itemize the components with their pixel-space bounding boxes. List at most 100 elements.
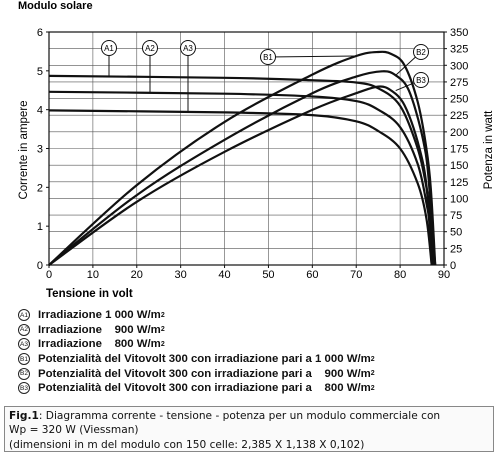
legend-exp: 2 (370, 370, 375, 378)
marker-label: A3 (183, 44, 193, 53)
legend-exp: 2 (370, 355, 375, 363)
y-right-tick-label: 250 (450, 94, 468, 106)
marker-b2: B2 (18, 367, 30, 380)
legend-row-b3: B3 Potenzialità del Vitovolt 300 con irr… (18, 381, 488, 396)
y-right-tick-label: 125 (450, 177, 468, 189)
legend-label: Irradiazione (38, 323, 102, 336)
x-tick-label: 20 (131, 269, 143, 281)
marker-a1: A1 (101, 40, 117, 77)
caption-text: : Diagramma corrente - tensione - potenz… (38, 410, 441, 422)
y-right-tick-label: 0 (450, 260, 456, 272)
marker-label: B2 (416, 48, 426, 57)
y-right-tick-label: 100 (450, 193, 468, 205)
leader-line (267, 55, 357, 58)
y-right-tick-label: 150 (450, 160, 468, 172)
x-tick-label: 60 (306, 269, 318, 281)
marker-circle (413, 44, 429, 60)
y-right-tick-label: 350 (450, 27, 468, 39)
legend-exp: 2 (160, 340, 165, 348)
iv-pv-chart: Modulo solare 0 10 20 30 40 50 60 70 80 900123456… (18, 0, 495, 300)
x-tick-label: 70 (350, 269, 362, 281)
y-left-tick-label: 1 (37, 221, 43, 233)
y-right-tick-label: 225 (450, 110, 468, 122)
grid (48, 31, 445, 266)
marker-b2: B2 (395, 44, 429, 76)
chart-title: Modulo solare (18, 0, 93, 12)
marker-label: A2 (145, 44, 155, 53)
y-right-tick-label: 200 (450, 127, 468, 139)
caption-line-1: Fig.1: Diagramma corrente - tensione - p… (9, 409, 489, 423)
y-left-tick-label: 0 (37, 260, 43, 272)
y-left-tick-label: 4 (37, 105, 43, 117)
y-left-tick-label: 2 (37, 182, 43, 194)
marker-a3: A3 (180, 40, 196, 112)
x-tick-label: 0 (46, 269, 52, 281)
x-tick-label: 30 (175, 269, 187, 281)
current-curve-a2 (48, 90, 435, 266)
marker-b3: B3 (18, 382, 30, 395)
marker-a3: A3 (18, 338, 30, 351)
figure-caption: Fig.1: Diagramma corrente - tensione - p… (4, 406, 494, 452)
legend-value: 900 W/m (101, 323, 161, 336)
legend-label: Potenzialità del Vitovolt 300 con irradi… (38, 382, 312, 395)
caption-line-3: (dimensioni in m del modulo con 150 cell… (9, 438, 365, 451)
marker-circle (101, 40, 117, 56)
legend-exp: 2 (160, 326, 165, 334)
power-curve-b3 (48, 85, 433, 266)
caption-fig-label: Fig.1 (9, 410, 39, 422)
legend-row-a3: A3 Irradiazione 800 W/m 2 (18, 337, 488, 352)
legend-value: 800 W/m (311, 382, 371, 395)
current-curve-a1 (48, 74, 437, 266)
curves (48, 50, 437, 266)
y-right-tick-label: 175 (450, 144, 468, 156)
y-axis-label-left: Corrente in ampere (18, 100, 30, 199)
marker-label: A1 (104, 44, 114, 53)
legend-row-b1: B1 Potenzialità del Vitovolt 300 con irr… (18, 352, 488, 367)
legend-value: 800 W/m (101, 338, 161, 351)
x-tick-label: 50 (262, 269, 274, 281)
legend-exp: 2 (160, 311, 165, 319)
marker-circle (413, 72, 429, 88)
y-left-tick-label: 6 (37, 27, 43, 39)
y-left-tick-label: 5 (37, 66, 43, 78)
legend-row-a2: A2 Irradiazione 900 W/m 2 (18, 323, 488, 338)
axes: 0 10 20 30 40 50 60 70 80 90012345602550751001251… (37, 27, 468, 281)
y-right-tick-label: 25 (450, 243, 462, 255)
marker-b1: B1 (18, 353, 30, 366)
legend-row-a1: A1 Irradiazione 1 000 W/m 2 (18, 308, 488, 323)
y-right-tick-label: 75 (450, 210, 462, 222)
marker-a1: A1 (18, 309, 30, 322)
marker-circle (260, 49, 276, 65)
current-curve-a3 (48, 109, 433, 266)
y-axis-label-right: Potenza in watt (483, 110, 495, 189)
marker-circle (142, 40, 158, 56)
power-curve-b1 (48, 50, 437, 266)
legend-label: Potenzialità del Vitovolt 300 con irradi… (38, 353, 312, 366)
legend: A1 Irradiazione 1 000 W/m 2 A2 Irradiazio… (18, 308, 488, 396)
legend-value: 1 000 W/m (311, 353, 371, 366)
y-right-tick-label: 50 (450, 227, 462, 239)
x-tick-label: 40 (218, 269, 230, 281)
marker-a2: A2 (18, 323, 30, 336)
caption-line-2: Wp = 320 W (Viessman) (9, 424, 139, 437)
legend-value: 1 000 W/m (101, 309, 161, 322)
legend-exp: 2 (370, 384, 375, 392)
curve-markers: A1 A2 A3 B1 B2 B3 (101, 40, 429, 112)
marker-label: B1 (263, 53, 273, 62)
legend-row-b2: B2 Potenzialità del Vitovolt 300 con irr… (18, 366, 488, 381)
marker-b1: B1 (260, 49, 357, 65)
marker-a2: A2 (142, 40, 158, 93)
x-tick-label: 90 (438, 269, 450, 281)
y-right-tick-label: 325 (450, 44, 468, 56)
legend-label: Irradiazione (38, 309, 102, 322)
marker-circle (180, 40, 196, 56)
x-tick-label: 10 (87, 269, 99, 281)
marker-label: B3 (416, 76, 426, 85)
x-axis-label: Tensione in volt (46, 288, 133, 300)
y-right-tick-label: 275 (450, 77, 468, 89)
legend-label: Irradiazione (38, 338, 102, 351)
y-left-tick-label: 3 (37, 144, 43, 156)
y-right-tick-label: 300 (450, 60, 468, 72)
legend-value: 900 W/m (311, 367, 371, 380)
legend-label: Potenzialità del Vitovolt 300 con irradi… (38, 367, 312, 380)
